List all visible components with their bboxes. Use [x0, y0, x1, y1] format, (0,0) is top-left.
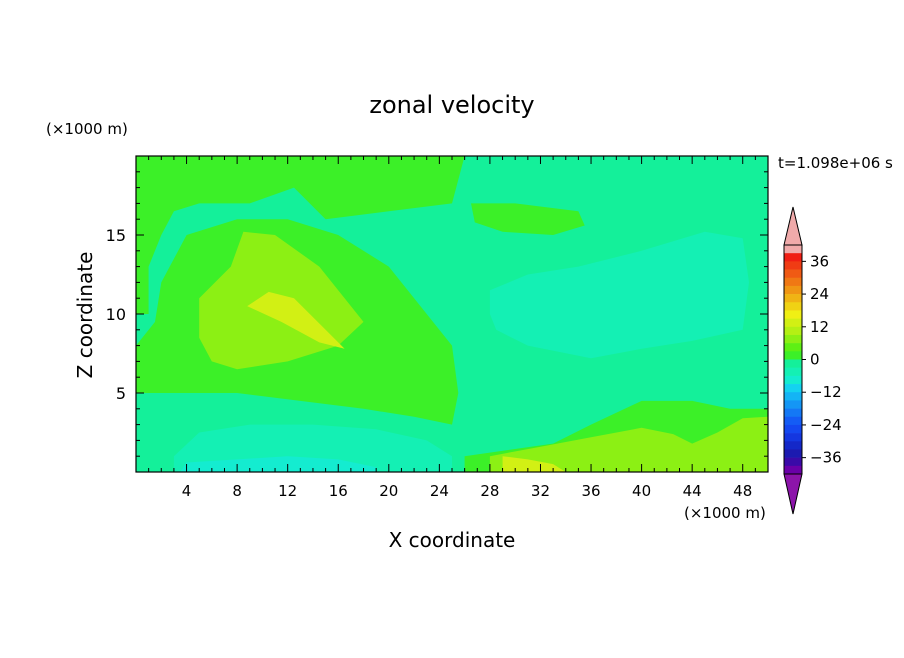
colorbar-swatch [784, 416, 802, 426]
x-tick-label: 8 [232, 482, 242, 500]
x-tick-label: 28 [480, 482, 499, 500]
colorbar-swatch [784, 302, 802, 311]
x-tick-label: 48 [733, 482, 752, 500]
colorbar-swatch [784, 277, 802, 287]
colorbar-swatch [784, 441, 802, 450]
colorbar-label: 12 [810, 318, 829, 336]
colorbar-swatch [784, 433, 802, 442]
colorbar-swatch [784, 375, 802, 385]
x-tick-label: 12 [278, 482, 297, 500]
x-axis-ticks: 4 8 12 16 20 24 28 32 36 40 44 48 [148, 156, 756, 500]
colorbar-swatch [784, 269, 802, 279]
x-tick-label: 20 [379, 482, 398, 500]
contour-region-8 [502, 456, 566, 472]
colorbar-swatch [784, 245, 802, 254]
colorbar-label: −24 [810, 416, 842, 434]
colorbar-over-triangle [783, 206, 803, 246]
y-tick-label: 15 [106, 226, 126, 245]
contour-region-9 [489, 231, 749, 359]
x-tick-label: 40 [632, 482, 651, 500]
y-tick-label: 5 [116, 384, 126, 403]
x-tick-label: 32 [531, 482, 550, 500]
colorbar-swatch [784, 253, 802, 262]
colorbar-swatch [784, 408, 802, 418]
colorbar-swatch [784, 359, 802, 368]
colorbar-swatch [784, 351, 802, 360]
x-axis-label: X coordinate [389, 528, 516, 552]
colorbar-label: −12 [810, 383, 842, 401]
colorbar-swatch [784, 465, 802, 475]
x-tick-label: 36 [581, 482, 600, 500]
x-axis-unit: (×1000 m) [684, 504, 766, 522]
x-tick-label: 24 [430, 482, 449, 500]
chart-title: zonal velocity [369, 91, 534, 119]
colorbar-label: 24 [810, 285, 829, 303]
x-tick-label: 16 [329, 482, 348, 500]
x-tick-label: 4 [182, 482, 192, 500]
contour-region-11 [180, 456, 377, 472]
colorbar-swatch [784, 326, 802, 336]
colorbar-swatch [784, 343, 802, 352]
colorbar-label: 0 [810, 351, 820, 369]
colorbar-swatch [784, 384, 802, 393]
colorbar-swatch [784, 400, 802, 409]
y-axis-ticks: 5 10 15 [106, 171, 768, 457]
colorbar-swatch [784, 367, 802, 377]
x-tick-label: 44 [683, 482, 702, 500]
colorbar-swatch [784, 334, 802, 344]
contour-region-1 [136, 156, 465, 314]
contour-region-7 [247, 291, 345, 349]
colorbar-swatch [784, 261, 802, 270]
colorbar-label: −36 [810, 449, 842, 467]
colorbar-swatch [784, 285, 802, 295]
y-tick-label: 10 [106, 305, 126, 324]
colorbar-swatch [784, 310, 802, 319]
colorbar-swatch [784, 449, 802, 458]
colorbar-swatch [784, 457, 802, 467]
colorbar-label: 36 [810, 252, 829, 270]
colorbar-swatch [784, 392, 802, 401]
colorbar-swatch [784, 318, 802, 328]
contour-region-3 [471, 203, 585, 235]
colorbar-swatch [784, 294, 802, 303]
contour-region-6 [489, 416, 768, 472]
colorbar-under-triangle [783, 473, 803, 515]
y-axis-unit: (×1000 m) [46, 120, 128, 138]
time-label: t=1.098e+06 s [778, 154, 893, 172]
colorbar-swatch [784, 424, 802, 434]
y-axis-label: Z coordinate [73, 252, 97, 379]
colorbar: 36 24 12 0 −12 −24 −36 [783, 206, 842, 515]
contour-field [136, 156, 768, 472]
